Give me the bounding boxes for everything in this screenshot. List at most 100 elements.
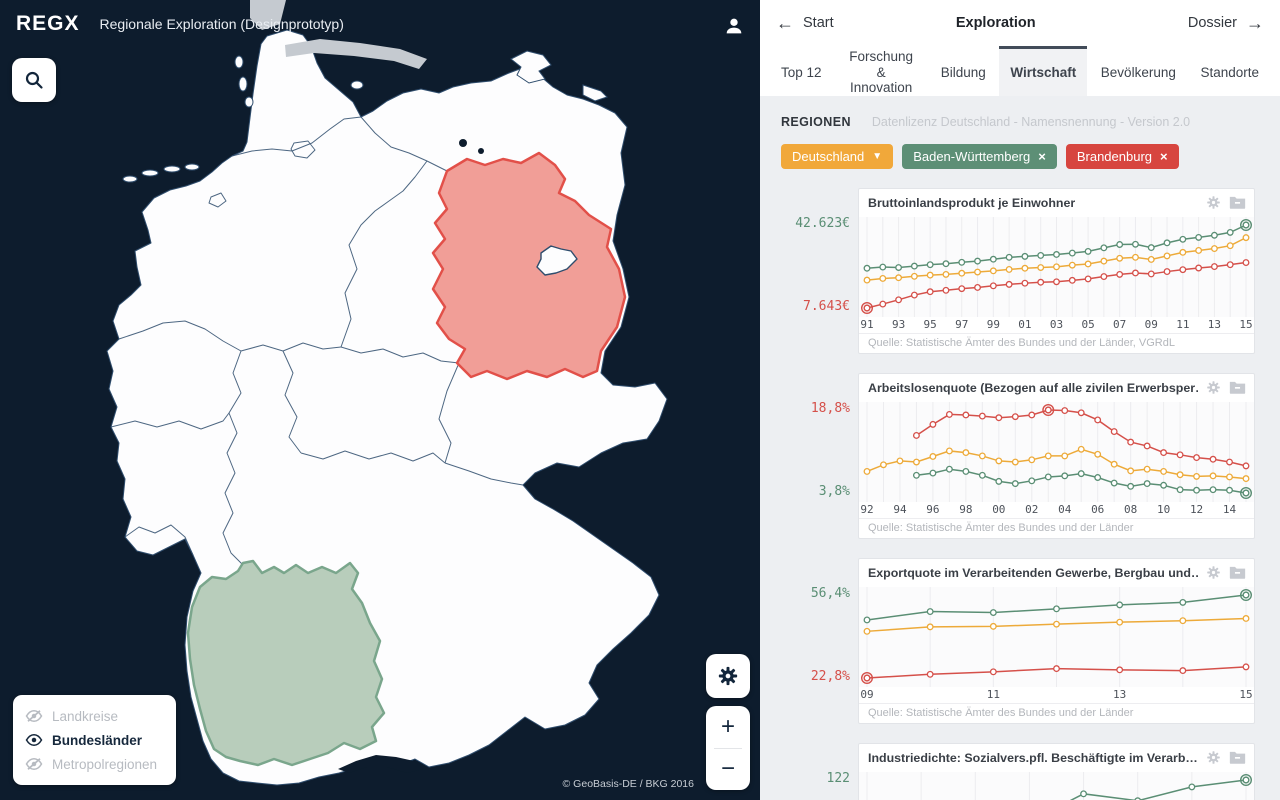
back-arrow-icon: ← bbox=[776, 12, 794, 33]
tab-standorte[interactable]: Standorte bbox=[1200, 64, 1259, 80]
tab-bevoelkerung[interactable]: Bevölkerung bbox=[1100, 64, 1176, 80]
chart-plot[interactable] bbox=[859, 217, 1254, 317]
x-tick: 96 bbox=[926, 503, 940, 516]
y-min-label: 3,8% bbox=[818, 484, 850, 499]
x-tick: 11 bbox=[986, 688, 1000, 701]
x-tick: 92 bbox=[860, 503, 874, 516]
chart-plot[interactable] bbox=[859, 402, 1254, 502]
x-tick: 05 bbox=[1081, 318, 1095, 331]
x-tick: 09 bbox=[860, 688, 874, 701]
chart-settings-gear-icon[interactable] bbox=[1206, 195, 1221, 210]
tag-deutschland[interactable]: Deutschland ▼ bbox=[781, 144, 894, 169]
x-tick: 15 bbox=[1239, 688, 1253, 701]
y-min-label: 7.643€ bbox=[803, 299, 850, 314]
map-header: REGX Regionale Exploration (Designprotot… bbox=[16, 12, 344, 36]
chart-settings-gear-icon[interactable] bbox=[1206, 565, 1221, 580]
zoom-control: + − bbox=[706, 706, 750, 790]
x-tick: 95 bbox=[923, 318, 937, 331]
x-tick: 12 bbox=[1189, 503, 1204, 516]
chart-plot[interactable] bbox=[859, 772, 1254, 800]
x-axis-labels: 91 93 95 97 99 01 03 05 07 09 11 13 15 bbox=[859, 317, 1254, 333]
chart-actions bbox=[1206, 565, 1246, 580]
germany-map[interactable] bbox=[0, 0, 760, 800]
chart-folder-minus-icon[interactable] bbox=[1229, 565, 1246, 580]
x-tick: 13 bbox=[1113, 688, 1127, 701]
map-settings-button[interactable] bbox=[706, 654, 750, 698]
eye-off-icon bbox=[25, 757, 43, 771]
chart-industriedichte-soz: Industriedichte: Sozialvers.pfl. Beschäf… bbox=[827, 743, 1255, 800]
tag-baden-wuerttemberg[interactable]: Baden-Württemberg × bbox=[902, 144, 1057, 169]
chart-title-row: Exportquote im Verarbeitenden Gewerbe, B… bbox=[859, 559, 1254, 587]
x-tick: 93 bbox=[891, 318, 906, 331]
x-tick: 11 bbox=[1176, 318, 1190, 331]
chevron-down-icon[interactable]: ▼ bbox=[872, 151, 883, 162]
chart-title-row: Industriedichte: Sozialvers.pfl. Beschäf… bbox=[859, 744, 1254, 772]
chart-arbeitslosenquote-b: Arbeitslosenquote (Bezogen auf alle zivi… bbox=[811, 373, 1255, 539]
eye-off-icon bbox=[25, 709, 43, 723]
region-berlin[interactable] bbox=[536, 245, 578, 276]
chart-plot[interactable] bbox=[859, 587, 1254, 687]
x-tick: 97 bbox=[955, 318, 969, 331]
denmark-border-strip bbox=[285, 39, 427, 69]
chart-folder-minus-icon[interactable] bbox=[1229, 750, 1246, 765]
x-axis-labels: 92 94 96 98 00 02 04 06 08 10 12 14 bbox=[859, 502, 1254, 518]
nav-back-start[interactable]: ← Start bbox=[776, 13, 834, 34]
chart-bruttoinlandsprodukt: Bruttoinlandsprodukt je Einwohner 91 93 95 9… bbox=[795, 188, 1255, 354]
zoom-out-button[interactable]: − bbox=[706, 749, 750, 791]
tab-top-12[interactable]: Top 12 bbox=[781, 64, 822, 80]
tab-wirtschaft[interactable]: Wirtschaft bbox=[999, 46, 1088, 96]
layer-selector: Landkreise Bundesländer Metropolregionen bbox=[13, 695, 176, 785]
x-tick: 00 bbox=[992, 503, 1006, 516]
app-subtitle: Regionale Exploration (Designprototyp) bbox=[99, 16, 344, 32]
regions-header: REGIONEN Datenlizenz Deutschland - Namen… bbox=[781, 115, 1280, 133]
close-icon[interactable]: × bbox=[1160, 149, 1168, 164]
tab-forschung-innovation[interactable]: Forschung & Innovation bbox=[849, 49, 914, 96]
user-button[interactable] bbox=[720, 12, 748, 40]
chart-folder-minus-icon[interactable] bbox=[1229, 195, 1246, 210]
layer-item-bundeslaender[interactable]: Bundesländer bbox=[25, 728, 164, 752]
layer-item-landkreise[interactable]: Landkreise bbox=[25, 704, 164, 728]
region-brandenburg[interactable] bbox=[431, 151, 627, 381]
divider bbox=[714, 747, 742, 749]
close-icon[interactable]: × bbox=[1038, 149, 1046, 164]
nav-row: ← Start Exploration Dossier → bbox=[760, 0, 1280, 46]
chart-folder-minus-icon[interactable] bbox=[1229, 380, 1246, 395]
chart-actions bbox=[1206, 750, 1246, 765]
user-icon bbox=[726, 18, 742, 34]
chart-card: Bruttoinlandsprodukt je Einwohner 91 93 95 9… bbox=[858, 188, 1255, 354]
x-tick: 10 bbox=[1156, 503, 1171, 516]
denmark-shape bbox=[250, 0, 286, 30]
x-tick: 94 bbox=[893, 503, 907, 516]
chart-source: Quelle: Statistische Ämter des Bundes un… bbox=[859, 333, 1254, 353]
page-title: Exploration bbox=[955, 15, 1036, 31]
x-tick: 13 bbox=[1207, 318, 1222, 331]
y-max-label: 42.623€ bbox=[795, 216, 850, 231]
chart-title: Bruttoinlandsprodukt je Einwohner bbox=[868, 196, 1076, 210]
chart-title: Arbeitslosenquote (Bezogen auf alle zivi… bbox=[868, 381, 1198, 395]
lake-bodensee bbox=[338, 755, 423, 773]
chart-card: Exportquote im Verarbeitenden Gewerbe, B… bbox=[858, 558, 1255, 724]
x-tick: 02 bbox=[1025, 503, 1039, 516]
tab-bildung[interactable]: Bildung bbox=[940, 64, 986, 80]
layer-label: Bundesländer bbox=[52, 732, 143, 748]
nav-back-label: Start bbox=[803, 15, 834, 31]
chart-title-row: Arbeitslosenquote (Bezogen auf alle zivi… bbox=[859, 374, 1254, 402]
lakes bbox=[459, 139, 484, 154]
layer-item-metropolregionen[interactable]: Metropolregionen bbox=[25, 752, 164, 776]
zoom-in-button[interactable]: + bbox=[706, 706, 750, 748]
chart-list: Bruttoinlandsprodukt je Einwohner 91 93 95 9… bbox=[781, 188, 1280, 800]
nav-forward-dossier[interactable]: Dossier → bbox=[1188, 13, 1264, 34]
tag-brandenburg[interactable]: Brandenburg × bbox=[1065, 144, 1179, 169]
search-button[interactable] bbox=[12, 58, 56, 102]
x-tick: 01 bbox=[1018, 318, 1032, 331]
chart-source: Quelle: Statistische Ämter des Bundes un… bbox=[859, 703, 1254, 723]
region-badenwuerttemberg[interactable] bbox=[186, 559, 386, 767]
layer-label: Landkreise bbox=[52, 708, 119, 724]
chart-settings-gear-icon[interactable] bbox=[1206, 380, 1221, 395]
x-tick: 98 bbox=[959, 503, 973, 516]
gear-icon bbox=[718, 666, 738, 686]
chart-settings-gear-icon[interactable] bbox=[1206, 750, 1221, 765]
tag-label: Deutschland bbox=[792, 149, 865, 164]
x-axis-labels: 09 11 13 15 bbox=[859, 687, 1254, 703]
